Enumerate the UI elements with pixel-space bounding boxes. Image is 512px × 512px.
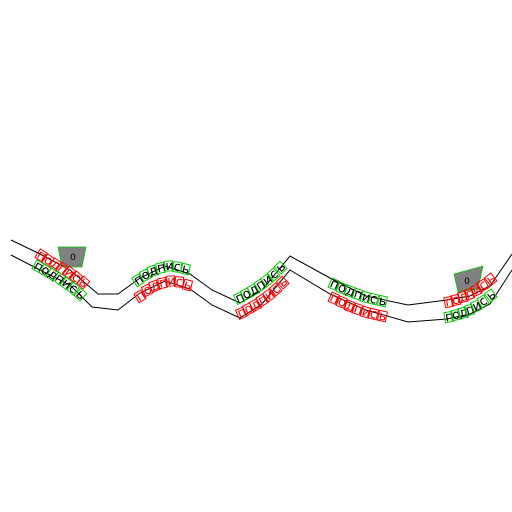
glyph-char: ь bbox=[377, 293, 388, 309]
label-glyph: ь bbox=[179, 261, 192, 278]
glyph-box bbox=[273, 260, 288, 275]
label-glyph: п bbox=[443, 294, 455, 311]
glyph-box bbox=[76, 275, 91, 290]
label-glyph: с bbox=[172, 260, 183, 276]
glyph-box bbox=[174, 276, 185, 288]
road-label-layer: подписьподписьподписьподписьподписьподпи… bbox=[31, 248, 499, 326]
glyph-box bbox=[376, 309, 388, 323]
label-glyph: с bbox=[174, 275, 185, 291]
glyph-box bbox=[133, 289, 147, 304]
route-shield-right: 0 bbox=[453, 265, 484, 293]
glyph-box bbox=[131, 273, 145, 288]
label-glyph: с bbox=[367, 291, 380, 308]
glyph-box bbox=[73, 287, 88, 302]
label-glyph: п bbox=[443, 309, 455, 326]
glyph-box bbox=[443, 310, 455, 324]
glyph-char: о bbox=[451, 307, 462, 323]
glyph-box bbox=[59, 276, 74, 291]
glyph-box bbox=[148, 279, 161, 293]
glyph-box bbox=[327, 291, 341, 306]
glyph-box bbox=[172, 261, 183, 273]
glyph-box bbox=[266, 267, 281, 282]
glyph-box bbox=[483, 272, 498, 287]
glyph-char: д bbox=[457, 289, 469, 306]
label-glyph: ь bbox=[181, 277, 194, 294]
glyph-box bbox=[34, 248, 48, 263]
glyph-char: с bbox=[368, 306, 379, 322]
glyph-box bbox=[181, 278, 194, 292]
glyph-char: п bbox=[158, 275, 169, 291]
glyph-char: п bbox=[444, 309, 455, 325]
label-glyph: ь bbox=[376, 293, 388, 310]
glyph-box bbox=[367, 292, 380, 306]
route-shield-left: 0 bbox=[57, 246, 87, 268]
glyph-box bbox=[259, 273, 274, 288]
glyph-box bbox=[261, 288, 276, 303]
glyph-char: ь bbox=[182, 277, 193, 293]
glyph-box bbox=[443, 295, 455, 309]
glyph-char: с bbox=[173, 260, 182, 276]
glyph-box bbox=[179, 262, 192, 276]
glyph-box bbox=[335, 295, 348, 309]
glyph-box bbox=[476, 278, 490, 293]
glyph-box bbox=[367, 307, 380, 321]
glyph-box bbox=[327, 277, 341, 292]
glyph-char: и bbox=[165, 259, 174, 275]
label-glyph: о bbox=[450, 292, 462, 309]
label-glyph: ь bbox=[376, 308, 388, 325]
glyph-char: с bbox=[368, 291, 379, 307]
glyph-box bbox=[376, 294, 388, 308]
glyph-box bbox=[476, 294, 490, 309]
glyph-char: п bbox=[156, 260, 167, 276]
glyph-box bbox=[146, 264, 159, 278]
shield-right-number: 0 bbox=[464, 277, 470, 287]
glyph-box bbox=[275, 275, 290, 290]
label-glyph: д bbox=[456, 305, 470, 322]
glyph-box bbox=[456, 306, 469, 320]
shield-shape bbox=[453, 265, 484, 293]
glyph-box bbox=[450, 293, 462, 307]
glyph-box bbox=[62, 265, 77, 280]
shield-left-number: 0 bbox=[70, 253, 76, 263]
label-glyph: д bbox=[456, 289, 470, 306]
glyph-box bbox=[268, 282, 283, 297]
glyph-box bbox=[69, 270, 84, 285]
glyph-char: и bbox=[360, 304, 372, 321]
glyph-box bbox=[456, 290, 469, 304]
glyph-box bbox=[483, 288, 498, 303]
glyph-char: ь bbox=[377, 308, 388, 324]
glyph-char: с bbox=[175, 275, 184, 291]
glyph-char: д bbox=[457, 305, 469, 322]
shield-shape bbox=[57, 246, 87, 268]
glyph-char: и bbox=[360, 289, 372, 306]
glyph-char: ь bbox=[180, 261, 191, 277]
road-edge-bottom bbox=[10, 254, 512, 323]
glyph-box bbox=[52, 271, 67, 286]
glyph-box bbox=[450, 308, 462, 322]
glyph-box bbox=[66, 281, 81, 296]
glyph-char: о bbox=[451, 292, 462, 308]
glyph-char: и bbox=[167, 274, 176, 290]
glyph-char: п bbox=[444, 294, 455, 310]
label-glyph: с bbox=[367, 306, 380, 323]
label-glyph: о bbox=[450, 307, 462, 324]
